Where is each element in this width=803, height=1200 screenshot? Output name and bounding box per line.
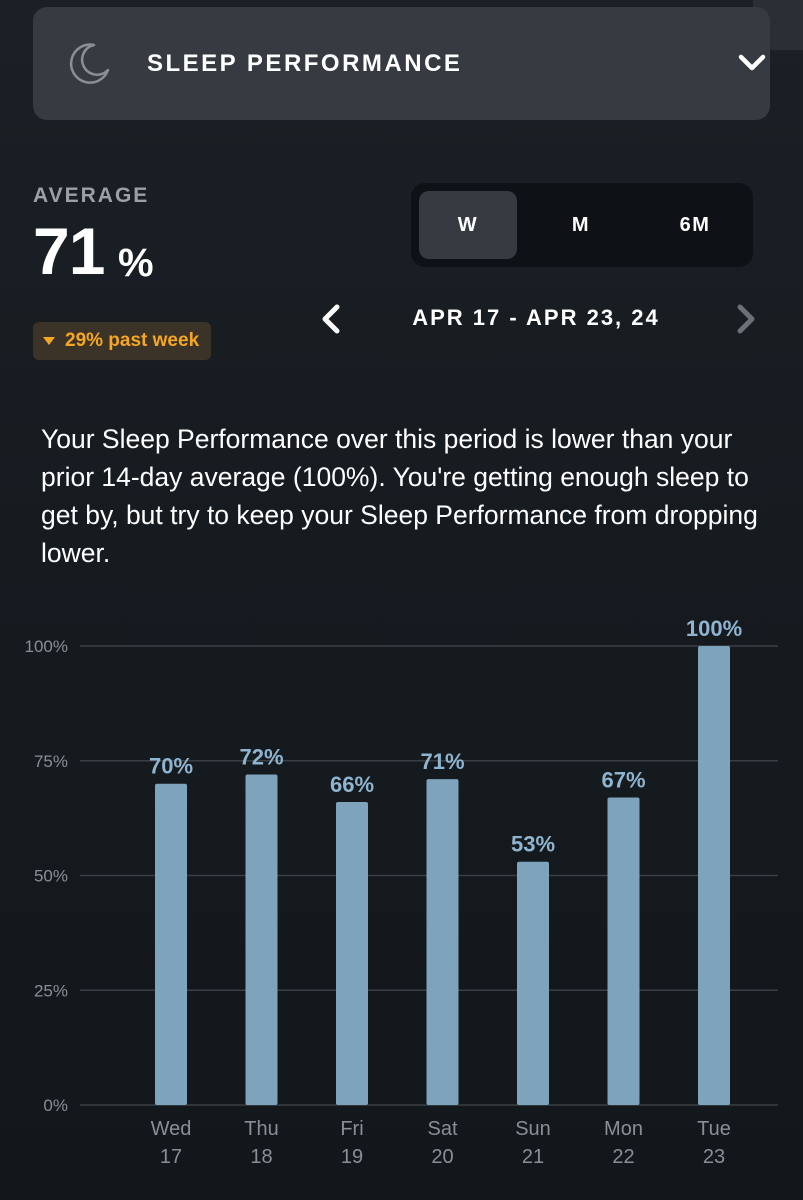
period-month-button[interactable]: M bbox=[571, 213, 591, 236]
x-tick-date: 23 bbox=[703, 1146, 725, 1168]
x-tick-day: Mon bbox=[604, 1118, 643, 1140]
x-tick-day: Fri bbox=[340, 1118, 363, 1140]
y-tick-label: 0% bbox=[43, 1096, 68, 1115]
change-badge: 29% past week bbox=[33, 322, 212, 360]
data-label: 67% bbox=[601, 767, 645, 792]
moon-icon bbox=[69, 43, 110, 84]
x-tick-date: 20 bbox=[431, 1146, 453, 1168]
x-tick-day: Thu bbox=[244, 1118, 278, 1140]
period-six-month-button[interactable]: 6M bbox=[679, 213, 711, 236]
period-toggle: W M 6M bbox=[411, 183, 753, 267]
chevron-left-icon[interactable] bbox=[315, 302, 345, 336]
y-tick-label: 25% bbox=[34, 981, 68, 1000]
bar-thu bbox=[245, 774, 278, 1105]
period-week-button[interactable]: W bbox=[419, 191, 517, 259]
insight-text: Your Sleep Performance over this period … bbox=[41, 424, 758, 568]
data-label: 53% bbox=[511, 832, 555, 857]
average-label: AVERAGE bbox=[33, 184, 150, 207]
bar-tue bbox=[698, 646, 730, 1105]
down-triangle-icon bbox=[43, 337, 55, 345]
average-unit: % bbox=[118, 241, 154, 285]
x-tick-date: 18 bbox=[250, 1146, 272, 1168]
change-text: 29% past week bbox=[65, 330, 200, 351]
metric-title: SLEEP PERFORMANCE bbox=[147, 50, 463, 77]
data-label: 66% bbox=[330, 772, 374, 797]
data-label: 71% bbox=[420, 749, 464, 774]
x-tick-date: 17 bbox=[160, 1146, 182, 1168]
sleep-performance-bar-chart: 0% 25% 50% 75% 100% 70% Wed 17 72% Thu 18 66% Fri 19 7… bbox=[25, 616, 778, 1168]
average-value: 71 bbox=[33, 214, 105, 288]
bar-sun bbox=[517, 861, 549, 1105]
metric-selector-card[interactable] bbox=[33, 7, 770, 120]
data-label: 72% bbox=[239, 745, 283, 770]
y-tick-label: 50% bbox=[34, 867, 68, 886]
x-tick-day: Sat bbox=[427, 1118, 457, 1140]
x-tick-date: 22 bbox=[612, 1146, 634, 1168]
y-tick-label: 75% bbox=[34, 752, 68, 771]
chevron-down-icon[interactable] bbox=[737, 50, 767, 76]
date-range: APR 17 - APR 23, 24 bbox=[412, 305, 660, 330]
bar-wed bbox=[155, 783, 187, 1105]
bar-sat bbox=[426, 779, 459, 1105]
data-label: 70% bbox=[149, 754, 193, 779]
x-tick-day: Tue bbox=[697, 1118, 731, 1140]
x-tick-day: Sun bbox=[515, 1118, 551, 1140]
x-tick-day: Wed bbox=[151, 1118, 192, 1140]
y-tick-label: 100% bbox=[25, 637, 68, 656]
bar-fri bbox=[336, 802, 368, 1105]
x-tick-date: 19 bbox=[341, 1146, 363, 1168]
data-label: 100% bbox=[686, 616, 742, 641]
bar-mon bbox=[607, 797, 640, 1105]
x-tick-date: 21 bbox=[522, 1146, 544, 1168]
chevron-right-icon[interactable] bbox=[732, 302, 762, 336]
